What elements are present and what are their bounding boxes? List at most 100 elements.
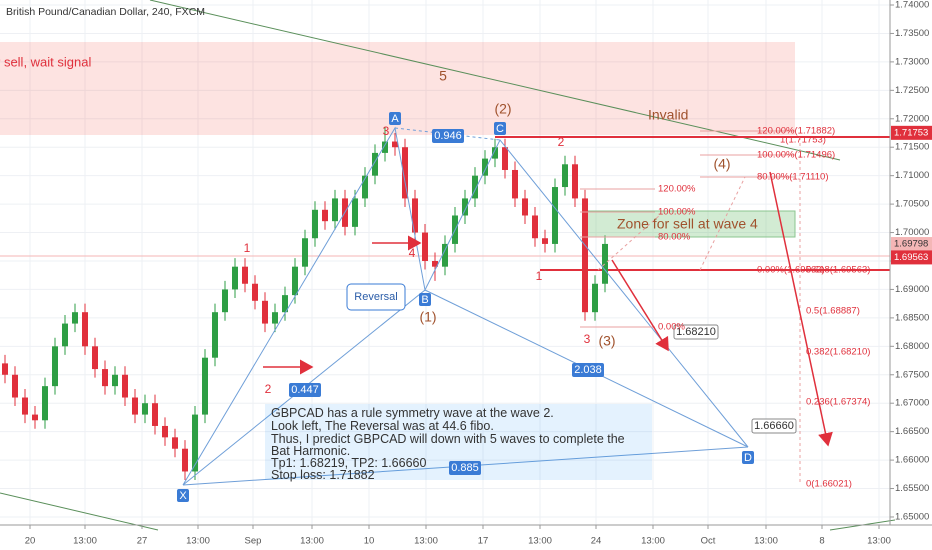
candle-body xyxy=(602,243,608,284)
trend-line xyxy=(149,0,841,161)
candle-body xyxy=(562,164,568,188)
candle-body xyxy=(92,346,98,370)
zone-label: Zone for sell at wave 4 xyxy=(617,216,758,232)
candle-body xyxy=(292,266,298,296)
y-tick-label: 1.69000 xyxy=(895,284,929,295)
candle-body xyxy=(162,425,168,438)
candle-body xyxy=(402,147,408,199)
candle-body xyxy=(222,289,228,313)
y-tick-label: 1.70500 xyxy=(895,199,929,210)
note-line: Stop loss: 1.71882 xyxy=(271,468,375,482)
wave-label: (3) xyxy=(598,333,615,349)
candle-body xyxy=(242,266,248,284)
chart-title: British Pound/Canadian Dollar, 240, FXCM xyxy=(6,6,205,18)
candle-body xyxy=(432,260,438,267)
y-tick-label: 1.71000 xyxy=(895,170,929,181)
candle-body xyxy=(502,147,508,170)
fib-label: 1(1.71753) xyxy=(780,135,826,146)
y-tick-label: 1.72500 xyxy=(895,85,929,96)
candle-body xyxy=(82,312,88,347)
candle-body xyxy=(72,312,78,324)
candle-body xyxy=(332,198,338,222)
candle-body xyxy=(312,209,318,239)
candle-body xyxy=(132,397,138,415)
wave-label: 3 xyxy=(584,332,591,346)
candle-body xyxy=(352,198,358,227)
fib-label: 0.382(1.68210) xyxy=(806,347,870,358)
candle-body xyxy=(282,295,288,313)
x-tick-label: 13:00 xyxy=(641,536,665,547)
point-label: C xyxy=(496,123,504,135)
trend-line xyxy=(0,492,159,531)
ratio-label: 0.447 xyxy=(291,384,319,396)
candle-body xyxy=(252,283,258,301)
fib-label: 0.5(1.68887) xyxy=(806,306,860,317)
wave-label: 2 xyxy=(558,135,565,149)
fib-label: 120.00%(1.71882) xyxy=(757,126,835,137)
candle-body xyxy=(422,232,428,261)
candle-body xyxy=(532,215,538,239)
candle-body xyxy=(62,323,68,347)
x-tick-label: 13:00 xyxy=(754,536,778,547)
candle-body xyxy=(262,300,268,324)
note-line: Bat Harmonic. xyxy=(271,444,350,458)
candle-body xyxy=(382,141,388,153)
price-tag-label: 1.69563 xyxy=(894,252,928,263)
wave-label: 5 xyxy=(439,68,447,84)
fib-label: 0.618(1.69563) xyxy=(806,265,870,276)
candle-body xyxy=(542,238,548,244)
price-tag xyxy=(891,250,932,265)
candle-body xyxy=(182,448,188,472)
candle-body xyxy=(522,198,528,216)
y-tick-label: 1.70000 xyxy=(895,227,929,238)
candle-body xyxy=(322,209,328,222)
x-tick-label: Oct xyxy=(701,536,716,547)
wave-label: 1 xyxy=(536,269,543,283)
point-label: D xyxy=(744,452,752,464)
candle-body xyxy=(142,403,148,415)
candle-body xyxy=(272,312,278,324)
fib-label: 80.00% xyxy=(658,232,691,243)
candle-body xyxy=(582,198,588,313)
x-tick-label: 13:00 xyxy=(867,536,891,547)
candle-body xyxy=(12,374,18,398)
candle-body xyxy=(232,266,238,290)
candle-body xyxy=(152,403,158,426)
candle-body xyxy=(482,158,488,176)
candle-body xyxy=(202,357,208,415)
callout: 1.68210 xyxy=(676,326,716,338)
fib-label: 100.00% xyxy=(658,207,696,218)
y-tick-label: 1.68000 xyxy=(895,341,929,352)
y-tick-label: 1.65000 xyxy=(895,511,929,522)
invalid-label: Invalid xyxy=(648,107,688,123)
wave-label: (4) xyxy=(713,156,730,172)
fib-label: 0.00% xyxy=(658,322,685,333)
y-tick-label: 1.65500 xyxy=(895,483,929,494)
candle-body xyxy=(22,397,28,415)
x-tick-label: 17 xyxy=(478,536,489,547)
price-tag-label: 1.71753 xyxy=(894,127,928,138)
x-tick-label: 27 xyxy=(137,536,148,547)
point-label: A xyxy=(391,113,399,125)
candle-body xyxy=(462,198,468,216)
candle-body xyxy=(172,437,178,449)
ratio-label: 2.038 xyxy=(574,364,602,376)
candle-body xyxy=(512,169,518,199)
x-tick-label: 13:00 xyxy=(186,536,210,547)
candle-body xyxy=(592,283,598,313)
y-tick-label: 1.74000 xyxy=(895,0,929,11)
fib-label: 80.00%(1.71110) xyxy=(757,172,828,183)
price-tag xyxy=(891,125,932,140)
x-tick-label: Sep xyxy=(245,536,262,547)
fib-label: 0(1.66021) xyxy=(806,479,852,490)
wave-label: (2) xyxy=(494,101,511,117)
wave-label: (1) xyxy=(419,309,436,325)
note: GBPCAD has a rule symmetry wave at the w… xyxy=(271,406,625,482)
ratio-label: 0.885 xyxy=(451,462,479,474)
ratio-labels: 0.447 0.946 2.038 0.885 xyxy=(289,129,604,475)
x-tick-label: 8 xyxy=(819,536,824,547)
candle-body xyxy=(192,414,198,472)
y-tick-label: 1.66500 xyxy=(895,426,929,437)
x-tick-label: 13:00 xyxy=(300,536,324,547)
point-labels: X A B C D xyxy=(177,112,754,502)
